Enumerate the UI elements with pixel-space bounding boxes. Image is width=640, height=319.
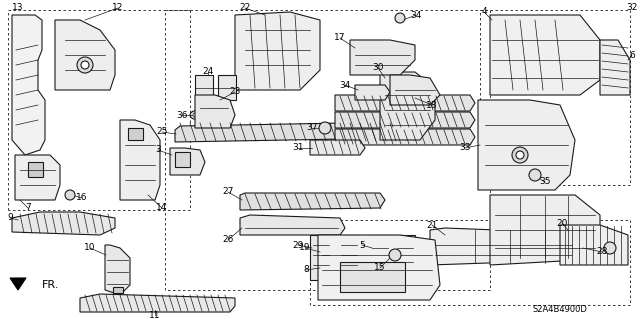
Text: 26: 26 [222, 235, 234, 244]
Polygon shape [170, 148, 205, 175]
Polygon shape [195, 95, 235, 128]
Text: 14: 14 [156, 204, 168, 212]
Bar [175, 152, 190, 167]
Polygon shape [175, 122, 405, 142]
Bar [370, 235, 390, 290]
Polygon shape [430, 228, 580, 265]
Text: 23: 23 [229, 87, 241, 97]
Text: 7: 7 [25, 204, 31, 212]
Text: 30: 30 [372, 63, 384, 72]
Circle shape [319, 122, 331, 134]
Circle shape [516, 151, 524, 159]
Bar [395, 235, 415, 290]
Text: 21: 21 [426, 220, 438, 229]
Bar [338, 235, 360, 280]
Text: 9: 9 [7, 213, 13, 222]
Polygon shape [240, 193, 385, 210]
Polygon shape [310, 140, 365, 155]
Ellipse shape [193, 113, 201, 117]
Polygon shape [478, 100, 575, 190]
Circle shape [512, 147, 528, 163]
Bar [113, 287, 123, 293]
Text: 8: 8 [303, 265, 309, 275]
Polygon shape [15, 155, 60, 200]
Polygon shape [12, 15, 45, 155]
Polygon shape [390, 75, 440, 105]
Text: 37: 37 [307, 123, 317, 132]
Polygon shape [560, 225, 628, 265]
Circle shape [604, 242, 616, 254]
Polygon shape [490, 15, 600, 95]
Polygon shape [350, 40, 415, 75]
Text: 13: 13 [12, 4, 24, 12]
Text: 20: 20 [556, 219, 568, 227]
Text: 34: 34 [339, 80, 351, 90]
Circle shape [77, 57, 93, 73]
Circle shape [81, 61, 89, 69]
Text: 29: 29 [292, 241, 304, 249]
Text: 32: 32 [627, 4, 637, 12]
Text: 22: 22 [239, 4, 251, 12]
Text: 5: 5 [359, 241, 365, 249]
Text: S2A4B4900D: S2A4B4900D [532, 306, 588, 315]
Text: 4: 4 [481, 8, 487, 17]
Text: 3: 3 [155, 145, 161, 154]
Polygon shape [355, 85, 390, 100]
Polygon shape [105, 245, 130, 295]
Circle shape [389, 249, 401, 261]
Polygon shape [335, 112, 475, 128]
Text: 18: 18 [426, 100, 438, 109]
Text: 27: 27 [222, 188, 234, 197]
Circle shape [529, 169, 541, 181]
Bar [310, 235, 332, 280]
Polygon shape [10, 278, 26, 290]
Text: 33: 33 [460, 144, 471, 152]
Circle shape [65, 190, 75, 200]
Polygon shape [240, 215, 345, 235]
Text: 15: 15 [374, 263, 386, 272]
Text: 12: 12 [112, 4, 124, 12]
Text: 6: 6 [629, 50, 635, 60]
Text: 28: 28 [596, 248, 608, 256]
Text: 34: 34 [410, 11, 422, 19]
Polygon shape [55, 20, 115, 90]
Text: 35: 35 [540, 177, 551, 187]
Text: 16: 16 [76, 194, 88, 203]
Text: 19: 19 [300, 243, 311, 253]
Polygon shape [380, 72, 435, 140]
Polygon shape [490, 195, 600, 265]
Polygon shape [120, 120, 160, 200]
Polygon shape [335, 129, 475, 145]
Bar [128, 128, 143, 140]
Text: 36: 36 [176, 110, 188, 120]
Text: 25: 25 [156, 128, 168, 137]
Text: 10: 10 [84, 243, 96, 253]
Polygon shape [318, 235, 440, 300]
Bar [340, 262, 405, 292]
Polygon shape [600, 40, 630, 95]
Polygon shape [235, 12, 320, 90]
Text: 11: 11 [149, 310, 161, 319]
Text: 24: 24 [202, 68, 214, 77]
Text: 31: 31 [292, 144, 304, 152]
Text: 17: 17 [334, 33, 346, 42]
Polygon shape [80, 294, 235, 312]
Bar [28, 162, 43, 177]
Text: FR.: FR. [42, 280, 60, 290]
Circle shape [395, 13, 405, 23]
Bar [218, 75, 236, 100]
Polygon shape [12, 212, 115, 235]
Polygon shape [335, 95, 475, 111]
Bar [195, 75, 213, 100]
Ellipse shape [190, 110, 204, 120]
